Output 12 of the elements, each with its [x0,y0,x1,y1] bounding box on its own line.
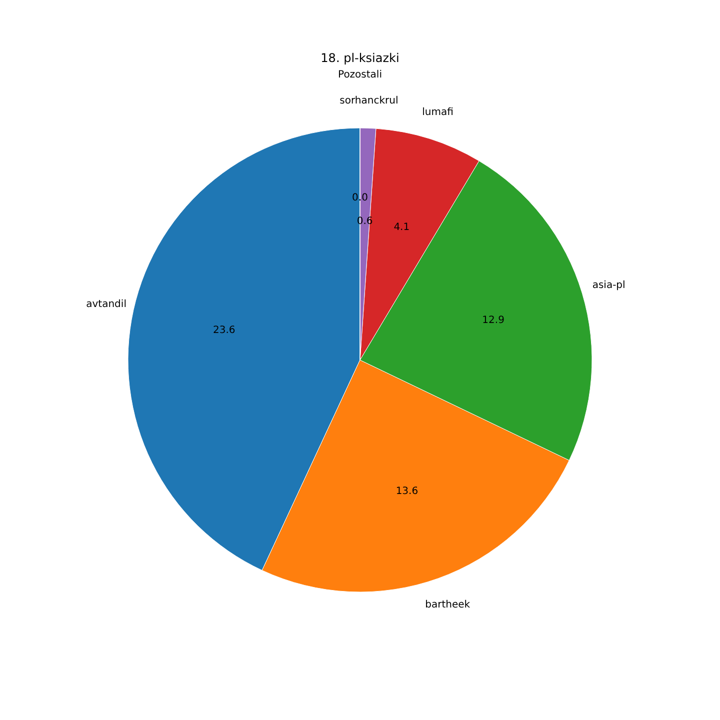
data-label: 23.6 [212,324,236,336]
category-label: Pozostali [338,70,382,81]
slice-label: avtandil [86,298,126,310]
data-label: 4.1 [394,222,410,234]
slice-label: lumafi [422,107,454,118]
slice-label: sorhanckrul [340,95,398,106]
text: 0.0 [352,192,368,204]
data-label: 13.6 [396,486,418,498]
data-label: 12.9 [482,314,504,326]
chart-title: 18. pl-ksiazki [320,51,400,65]
slice-label: asia-pl [592,280,626,292]
slice-label: bartheek [425,600,470,611]
